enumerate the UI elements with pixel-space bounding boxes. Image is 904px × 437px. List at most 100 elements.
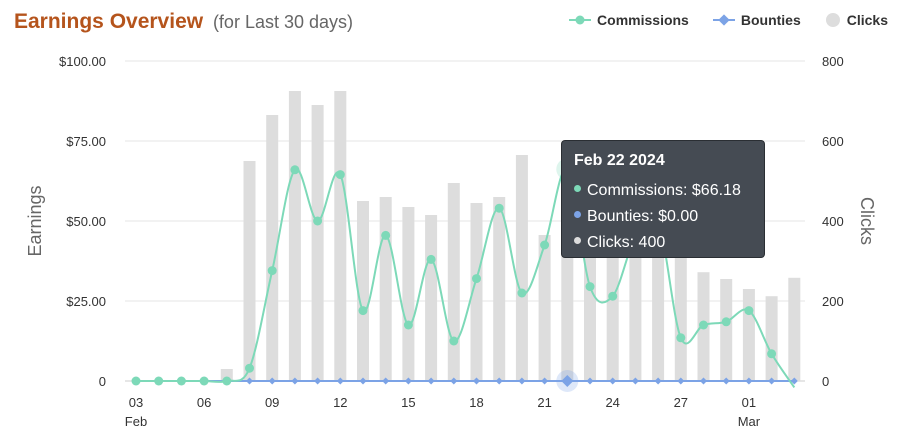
commissions-point: [426, 254, 436, 264]
bounties-point: [631, 377, 639, 385]
left-axis-title: Earnings: [25, 185, 45, 256]
clicks-bar: [584, 249, 596, 381]
right-tick-label: 800: [822, 54, 844, 69]
left-tick-label: $25.00: [66, 294, 106, 309]
commissions-point: [176, 376, 186, 386]
series-markers: [131, 158, 798, 392]
commissions-point: [676, 333, 686, 343]
legend-item-commissions[interactable]: Commissions: [569, 12, 689, 28]
clicks-bar: [652, 249, 665, 381]
legend-label-clicks: Clicks: [846, 12, 888, 28]
clicks-bar: [561, 221, 574, 381]
bounties-point: [518, 377, 526, 385]
commissions-point: [449, 336, 459, 346]
clicks-legend-icon: [825, 13, 841, 27]
bounties-point: [495, 377, 503, 385]
commissions-point: [721, 317, 731, 327]
x-tick-label: 03: [129, 395, 143, 410]
clicks-bar: [334, 91, 347, 381]
commissions-point: [199, 376, 209, 386]
clicks-bar: [288, 91, 301, 381]
x-tick-sublabel: Mar: [738, 414, 761, 429]
legend-item-bounties[interactable]: Bounties: [712, 12, 801, 28]
bounties-point: [336, 377, 344, 385]
right-tick-label: 600: [822, 134, 844, 149]
clicks-bar: [515, 155, 528, 381]
tooltip-date: Feb 22 2024: [574, 152, 665, 169]
commissions-point: [585, 282, 595, 292]
clicks-bar: [357, 201, 369, 381]
bounties-point: [382, 377, 390, 385]
chart-axes: 0 0 $25.00 200 $50.00 400 $75.00 600 $100.00 800 E…: [25, 54, 877, 429]
x-tick-label: 18: [469, 395, 483, 410]
tooltip-bounties: Bounties: $0.00: [587, 208, 699, 225]
clicks-bar: [447, 183, 460, 381]
x-tick-sublabel: Feb: [125, 414, 147, 429]
tooltip-clicks: Clicks: 400: [587, 234, 666, 251]
tooltip-commissions-row: Commissions: $66.18: [574, 178, 752, 204]
chart-title-text: Earnings Overview: [14, 10, 204, 33]
commissions-point: [290, 165, 300, 175]
tooltip-bounties-row: Bounties: $0.00: [574, 204, 752, 230]
tooltip-commissions: Commissions: $66.18: [587, 182, 741, 199]
x-tick-label: 24: [605, 395, 619, 410]
bounties-point: [609, 377, 617, 385]
x-tick-label: 21: [537, 395, 551, 410]
bounties-point: [722, 377, 730, 385]
commissions-point: [744, 306, 754, 316]
commissions-point: [313, 216, 323, 226]
clicks-bar: [266, 115, 279, 381]
clicks-bar: [311, 105, 324, 381]
commissions-point: [358, 306, 368, 316]
bounties-point: [768, 377, 776, 385]
commissions-point: [540, 240, 550, 250]
commissions-point: [335, 170, 345, 180]
clicks-bar: [402, 207, 415, 381]
commissions-point: [608, 291, 618, 301]
clicks-bar: [629, 225, 642, 381]
commissions-point: [222, 376, 232, 386]
bounties-point: [654, 377, 662, 385]
bounties-point: [427, 377, 435, 385]
right-axis-title: Clicks: [857, 197, 877, 245]
commissions-legend-icon: [569, 13, 592, 27]
left-tick-label: $50.00: [66, 214, 106, 229]
left-tick-label: 0: [99, 374, 106, 389]
x-tick-label: 27: [674, 395, 688, 410]
bounties-point: [790, 377, 798, 385]
commissions-point: [699, 320, 708, 330]
chart-subtitle: (for Last 30 days): [212, 12, 353, 32]
legend-item-clicks[interactable]: Clicks: [825, 12, 888, 28]
clicks-bar: [470, 203, 483, 381]
right-tick-label: 200: [822, 294, 844, 309]
commissions-point: [767, 349, 777, 359]
commissions-point: [381, 230, 391, 240]
commissions-point: [403, 320, 413, 330]
bounties-legend-icon: [712, 13, 735, 27]
commissions-point: [245, 363, 254, 373]
x-tick-label: 15: [401, 395, 415, 410]
clicks-bar: [788, 277, 801, 381]
clicks-bar: [606, 229, 619, 381]
clicks-bar: [493, 197, 506, 381]
bounties-point: [745, 377, 753, 385]
clicks-bar: [379, 197, 392, 381]
clicks-bars: [220, 91, 801, 381]
legend-label-bounties: Bounties: [740, 12, 801, 28]
bounties-dot-icon: [574, 211, 581, 219]
clicks-bar: [425, 215, 438, 381]
bounties-point: [677, 377, 685, 385]
clicks-bar: [765, 296, 778, 381]
clicks-bar: [742, 289, 755, 381]
bounties-point: [450, 377, 458, 385]
right-tick-label: 0: [822, 374, 829, 389]
x-tick-label: 06: [197, 395, 211, 410]
clicks-dot-icon: [574, 237, 581, 245]
bounties-point: [246, 377, 253, 385]
commissions-dot-icon: [574, 185, 581, 193]
bounties-point: [700, 377, 707, 385]
x-tick-label: 01: [742, 395, 756, 410]
commissions-point: [472, 274, 481, 284]
legend-label-commissions: Commissions: [597, 12, 689, 28]
